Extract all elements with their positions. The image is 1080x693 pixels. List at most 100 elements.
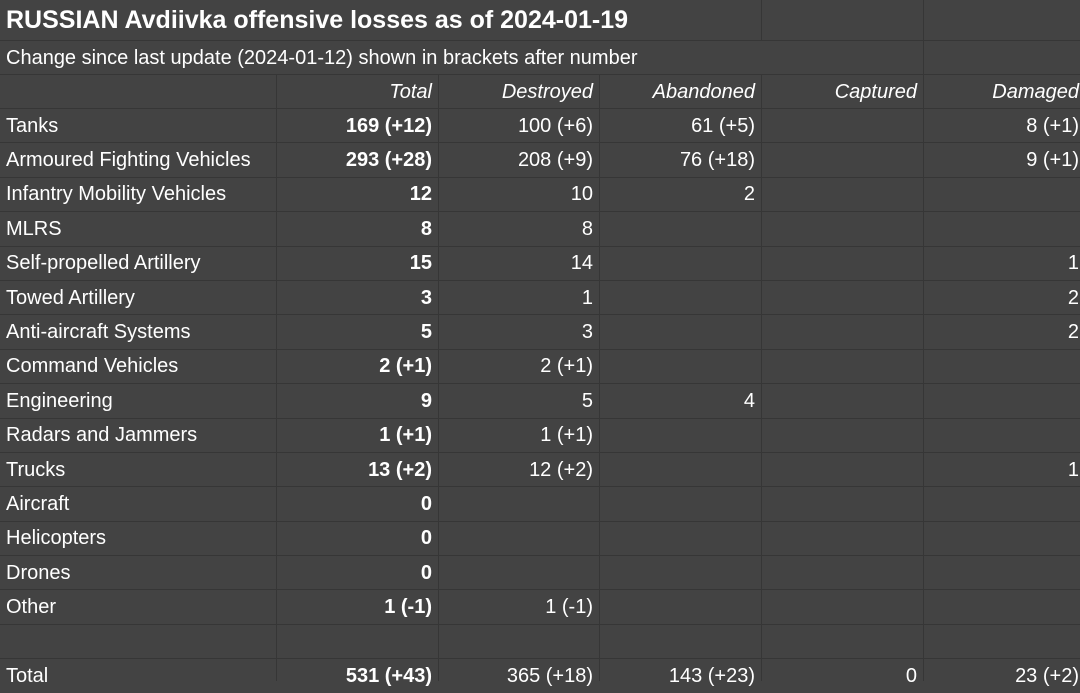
cell-abandoned: 2	[600, 177, 761, 212]
empty-cell	[277, 624, 438, 658]
cell-destroyed: 1 (-1)	[439, 590, 599, 624]
cell-destroyed	[439, 521, 599, 556]
cell-destroyed	[439, 487, 599, 521]
cell-abandoned	[600, 246, 761, 280]
cell-abandoned	[600, 452, 761, 487]
cell-abandoned: 76 (+18)	[600, 143, 761, 177]
cell-abandoned	[600, 212, 761, 246]
cell-captured	[762, 590, 923, 624]
cell-damaged: 2	[924, 280, 1080, 315]
row-label-12: Helicopters	[0, 521, 276, 556]
cell-abandoned	[600, 590, 761, 624]
empty-cell	[0, 624, 276, 658]
cell-total: 0	[277, 556, 438, 590]
cell-destroyed: 100 (+6)	[439, 109, 599, 143]
row-label-4: Self-propelled Artillery	[0, 246, 276, 280]
row-label-13: Drones	[0, 556, 276, 590]
cell-captured	[762, 109, 923, 143]
cell-total: 0	[277, 487, 438, 521]
cell-total: 1 (-1)	[277, 590, 438, 624]
cell-captured	[762, 487, 923, 521]
cell-total: 5	[277, 315, 438, 349]
cell-damaged: 23 (+2)	[924, 658, 1080, 693]
row-label-0: Tanks	[0, 109, 276, 143]
cell-abandoned	[600, 556, 761, 590]
cell-damaged: 2	[924, 315, 1080, 349]
empty-cell	[762, 624, 923, 658]
cell-captured	[762, 246, 923, 280]
column-header-destroyed: Destroyed	[439, 75, 599, 108]
cell-damaged	[924, 177, 1080, 212]
table-subtitle: Change since last update (2024-01-12) sh…	[0, 41, 923, 74]
cell-damaged	[924, 487, 1080, 521]
column-header-damaged: Damaged	[924, 75, 1080, 108]
cell-damaged	[924, 590, 1080, 624]
cell-destroyed: 208 (+9)	[439, 143, 599, 177]
cell-captured	[762, 418, 923, 452]
cell-total: 3	[277, 280, 438, 315]
column-header-total: Total	[277, 75, 438, 108]
empty-cell	[439, 624, 599, 658]
empty-cell	[762, 0, 923, 40]
cell-abandoned: 4	[600, 384, 761, 418]
empty-cell	[600, 624, 761, 658]
row-label-10: Trucks	[0, 452, 276, 487]
cell-abandoned	[600, 487, 761, 521]
cell-abandoned	[600, 315, 761, 349]
row-label-9: Radars and Jammers	[0, 418, 276, 452]
cell-abandoned	[600, 280, 761, 315]
cell-abandoned	[600, 521, 761, 556]
cell-destroyed: 3	[439, 315, 599, 349]
cell-abandoned	[600, 418, 761, 452]
cell-total: 12	[277, 177, 438, 212]
row-label-6: Anti-aircraft Systems	[0, 315, 276, 349]
cell-abandoned	[600, 349, 761, 384]
cell-abandoned: 143 (+23)	[600, 658, 761, 693]
cell-damaged	[924, 556, 1080, 590]
cell-total: 15	[277, 246, 438, 280]
cell-destroyed: 5	[439, 384, 599, 418]
cell-total: 1 (+1)	[277, 418, 438, 452]
column-header-captured: Captured	[762, 75, 923, 108]
empty-cell	[924, 624, 1080, 658]
cell-destroyed: 1	[439, 280, 599, 315]
cell-damaged: 9 (+1)	[924, 143, 1080, 177]
cell-captured	[762, 177, 923, 212]
cell-total: 293 (+28)	[277, 143, 438, 177]
cell-captured	[762, 315, 923, 349]
cell-total: 9	[277, 384, 438, 418]
cell-damaged: 1	[924, 246, 1080, 280]
cell-destroyed: 1 (+1)	[439, 418, 599, 452]
cell-damaged	[924, 212, 1080, 246]
cell-captured	[762, 384, 923, 418]
row-label-5: Towed Artillery	[0, 280, 276, 315]
cell-total: 169 (+12)	[277, 109, 438, 143]
cell-destroyed: 8	[439, 212, 599, 246]
cell-captured	[762, 521, 923, 556]
row-label-14: Other	[0, 590, 276, 624]
cell-destroyed: 10	[439, 177, 599, 212]
cell-captured	[762, 452, 923, 487]
cell-damaged	[924, 349, 1080, 384]
row-label-1: Armoured Fighting Vehicles	[0, 143, 276, 177]
cell-total: 13 (+2)	[277, 452, 438, 487]
row-label-3: MLRS	[0, 212, 276, 246]
cell-total: 8	[277, 212, 438, 246]
cell-captured	[762, 280, 923, 315]
cell-total: 0	[277, 521, 438, 556]
row-label-11: Aircraft	[0, 487, 276, 521]
row-label-8: Engineering	[0, 384, 276, 418]
row-label-7: Command Vehicles	[0, 349, 276, 384]
table-title: RUSSIAN Avdiivka offensive losses as of …	[0, 0, 761, 40]
cell-captured	[762, 556, 923, 590]
cell-destroyed: 14	[439, 246, 599, 280]
cell-damaged: 1	[924, 452, 1080, 487]
cell-destroyed: 2 (+1)	[439, 349, 599, 384]
cell-damaged: 8 (+1)	[924, 109, 1080, 143]
row-label-2: Infantry Mobility Vehicles	[0, 177, 276, 212]
cell-damaged	[924, 384, 1080, 418]
cell-damaged	[924, 418, 1080, 452]
row-label-total: Total	[0, 658, 276, 693]
cell-abandoned: 61 (+5)	[600, 109, 761, 143]
empty-cell	[924, 41, 1080, 74]
